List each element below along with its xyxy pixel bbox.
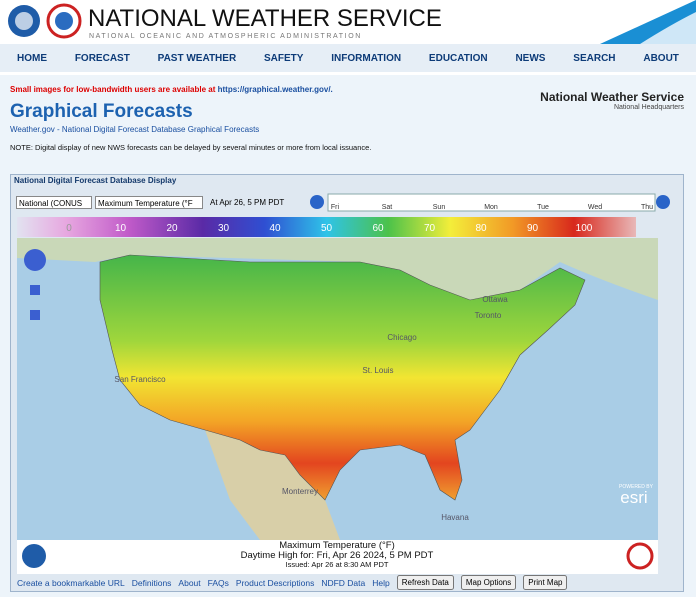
- footer-link[interactable]: About: [178, 577, 201, 588]
- time-label: At Apr 26, 5 PM PDT: [210, 198, 285, 207]
- legend-bar: [17, 217, 636, 237]
- site-subtitle: NATIONAL OCEANIC AND ATMOSPHERIC ADMINIS…: [89, 33, 362, 40]
- caption-line2: Daytime High for: Fri, Apr 26 2024, 5 PM…: [241, 550, 434, 561]
- zoom-out[interactable]: [30, 310, 40, 320]
- timeline-day: Wed: [588, 204, 602, 211]
- conus: [99, 254, 586, 501]
- legend-label: 60: [372, 223, 384, 234]
- esri: esri: [620, 488, 647, 507]
- element-select[interactable]: Maximum Temperature (°F: [95, 196, 203, 209]
- footer-link[interactable]: FAQs: [207, 577, 229, 588]
- nav-item[interactable]: HOME: [17, 52, 47, 64]
- place-label: San Francisco: [114, 375, 166, 384]
- legend-label: 10: [115, 223, 127, 234]
- place-label: Havana: [441, 513, 469, 522]
- notice: Small images for low-bandwidth users are…: [10, 85, 333, 94]
- office: National Weather Service: [540, 90, 684, 104]
- footer-link[interactable]: Create a bookmarkable URL: [17, 577, 125, 588]
- legend-label: 80: [475, 223, 487, 234]
- legend-label: 100: [576, 223, 593, 234]
- place-label: St. Louis: [362, 366, 393, 375]
- place-label: Toronto: [475, 311, 502, 320]
- breadcrumb[interactable]: Weather.gov - National Digital Forecast …: [10, 125, 260, 134]
- timeline-day: Tue: [537, 204, 549, 211]
- place-label: Chicago: [387, 333, 417, 342]
- timeline-day: Sun: [433, 204, 446, 211]
- header: NATIONAL WEATHER SERVICE NATIONAL OCEANI…: [8, 0, 696, 44]
- office-sub: National Headquarters: [613, 104, 684, 111]
- footer: Create a bookmarkable URL Definitions Abou…: [17, 575, 568, 590]
- footer-button[interactable]: Refresh Data: [396, 575, 454, 590]
- place-label: Monterrey: [282, 487, 318, 496]
- legend-label: 40: [269, 223, 281, 234]
- notice-link[interactable]: https://graphical.weather.gov/.: [217, 85, 333, 94]
- nav-item[interactable]: NEWS: [515, 52, 546, 64]
- nav-item[interactable]: ABOUT: [643, 52, 679, 64]
- footer-link[interactable]: NDFD Data: [321, 577, 366, 588]
- legend-label: 90: [527, 223, 539, 234]
- footer-button[interactable]: Map Options: [460, 575, 517, 590]
- region-select[interactable]: National (CONUS: [16, 196, 92, 209]
- prev-button[interactable]: [310, 195, 324, 209]
- caption-line1: Maximum Temperature (°F): [279, 540, 395, 551]
- panel-title: National Digital Forecast Database Displ…: [14, 176, 177, 185]
- legend-label: 70: [424, 223, 436, 234]
- nav-item[interactable]: PAST WEATHER: [157, 52, 237, 64]
- timeline-day: Thu: [641, 204, 653, 211]
- footer-link[interactable]: Definitions: [131, 577, 172, 588]
- nav-bar: HOME FORECAST PAST WEATHER SAFETY INFORMATIO…: [0, 44, 696, 72]
- pan-control[interactable]: [24, 249, 46, 271]
- note: NOTE: Digital display of new NWS forecas…: [10, 143, 372, 152]
- notice-text: Small images for low-bandwidth users are…: [10, 85, 218, 94]
- zoom-in[interactable]: [30, 285, 40, 295]
- legend-label: 20: [166, 223, 178, 234]
- page-title: Graphical Forecasts: [10, 101, 193, 122]
- footer-link[interactable]: Help: [372, 577, 390, 588]
- nav-item[interactable]: SEARCH: [573, 52, 616, 64]
- timeline-day: Mon: [484, 204, 498, 211]
- timeline[interactable]: [327, 193, 656, 212]
- nav-item[interactable]: SAFETY: [264, 52, 304, 64]
- place-label: Ottawa: [482, 295, 508, 304]
- next-button[interactable]: [656, 195, 670, 209]
- footer-button[interactable]: Print Map: [523, 575, 568, 590]
- timeline-day: Fri: [331, 204, 340, 211]
- footer-link[interactable]: Product Descriptions: [235, 577, 315, 588]
- nav-item[interactable]: INFORMATION: [331, 52, 402, 64]
- nav-item[interactable]: FORECAST: [74, 52, 130, 64]
- legend-label: 30: [218, 223, 230, 234]
- caption-line3: Issued: Apr 26 at 8:30 AM PDT: [286, 560, 389, 569]
- timeline-day: Sat: [382, 204, 393, 211]
- nav-item[interactable]: EDUCATION: [428, 52, 488, 64]
- legend-label: 0: [66, 223, 72, 234]
- site-title: NATIONAL WEATHER SERVICE: [88, 5, 442, 32]
- legend-label: 50: [321, 223, 333, 234]
- esri-top: POWERED BY: [619, 484, 654, 490]
